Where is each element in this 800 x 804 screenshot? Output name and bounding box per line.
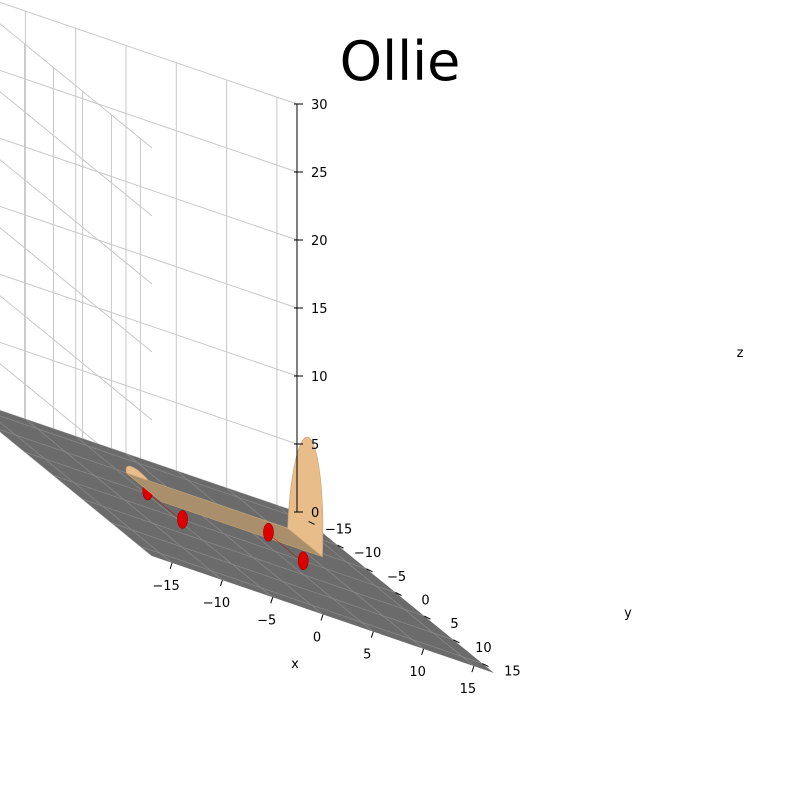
y-axis-label: y [624, 606, 632, 621]
z-tick-label: 0 [311, 506, 319, 521]
x-tick [270, 597, 274, 604]
z-tick-label: 10 [311, 370, 328, 385]
y-tick [453, 639, 460, 644]
x-tick [169, 562, 173, 570]
grid-line [0, 159, 153, 285]
y-tick [482, 663, 489, 667]
y-tick-label: 0 [421, 594, 429, 609]
x-tick-label: 15 [460, 682, 477, 697]
x-tick-label: 5 [363, 648, 371, 663]
x-axis-label: x [291, 657, 299, 672]
grid-lines [0, 1, 298, 557]
rear-wheels-wheel [177, 510, 188, 529]
front-wheels-wheel [297, 551, 309, 570]
grid-line [0, 137, 298, 241]
x-tick-label: −10 [203, 596, 230, 611]
deck-nose [287, 436, 324, 558]
z-axis-label: z [737, 346, 744, 361]
z-tick-label: 25 [311, 166, 328, 181]
y-tick-label: 15 [504, 665, 521, 680]
z-tick-label: 20 [311, 234, 328, 249]
x-tick-label: −15 [152, 579, 179, 594]
y-tick [308, 521, 315, 525]
z-tick-label: 5 [311, 438, 319, 453]
y-tick [337, 544, 344, 549]
grid-line [0, 273, 298, 377]
y-tick-label: −10 [354, 546, 381, 561]
grid-line [0, 205, 298, 309]
chart-title: Ollie [339, 30, 461, 93]
x-tick-label: 10 [409, 665, 426, 680]
y-tick [395, 592, 402, 596]
floor-grid-line [140, 546, 483, 664]
x-tick [219, 579, 223, 587]
floor-grid-line [0, 415, 309, 522]
z-tick-label: 30 [311, 98, 328, 113]
grid-line [0, 227, 153, 353]
z-tick-label: 15 [311, 302, 328, 317]
y-tick-label: −15 [325, 522, 352, 537]
y-tick-label: 10 [475, 641, 492, 656]
grid-line [0, 91, 153, 217]
y-tick [366, 568, 373, 573]
x-tick-label: −5 [257, 613, 276, 628]
ground-plane [0, 410, 494, 673]
front-wheels-wheel [263, 522, 274, 542]
floor-grid-line [111, 522, 454, 641]
grid-line [0, 295, 153, 421]
x-tick-label: 0 [313, 631, 321, 646]
grid-line [0, 69, 298, 173]
y-tick-label: −5 [387, 570, 406, 585]
y-tick [424, 615, 431, 620]
floor-grid-line [82, 498, 425, 617]
skateboard [125, 436, 324, 570]
y-tick-label: 5 [450, 617, 458, 632]
x-tick [421, 648, 425, 656]
grid-line [0, 1, 298, 105]
x-tick [370, 631, 374, 638]
x-tick [320, 614, 324, 621]
grid-line [0, 23, 153, 149]
x-tick [471, 665, 475, 673]
floor-grid-line [53, 475, 396, 593]
grid-line [0, 341, 298, 445]
